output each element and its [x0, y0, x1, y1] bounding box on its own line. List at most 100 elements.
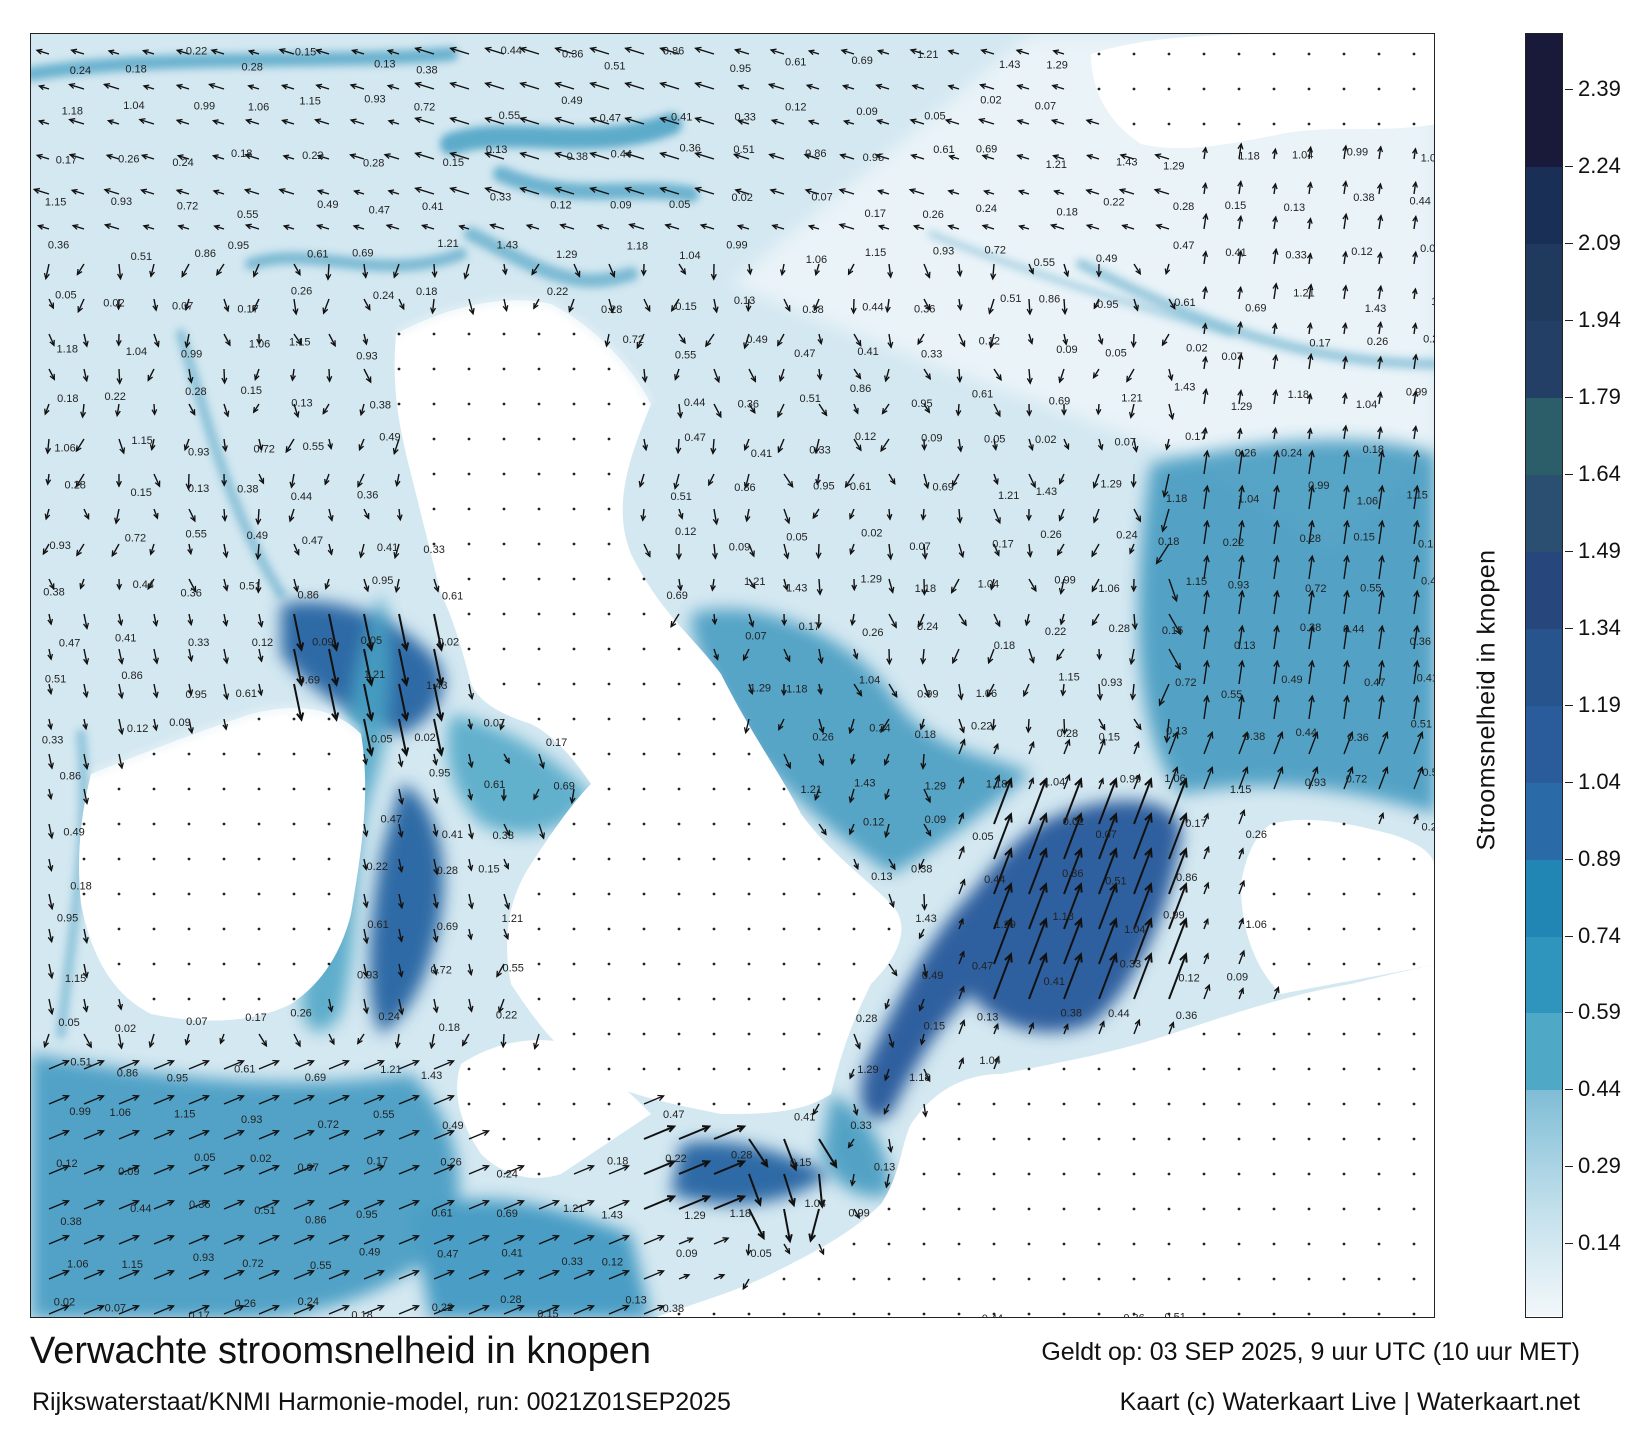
current-arrow — [386, 84, 400, 90]
current-arrow — [222, 613, 229, 627]
grid-dot — [222, 857, 226, 861]
grid-dot — [572, 822, 576, 826]
current-value-label: 0.99 — [917, 689, 938, 701]
current-arrow — [1411, 322, 1418, 335]
grid-dot — [607, 1137, 611, 1141]
current-arrow — [1091, 578, 1100, 593]
current-arrow — [910, 153, 925, 160]
grid-dot — [537, 1172, 541, 1176]
current-arrow — [917, 333, 925, 346]
current-value-label: 0.33 — [809, 445, 830, 457]
current-value-label: 0.49 — [561, 95, 582, 107]
grid-dot — [922, 1312, 926, 1316]
current-arrow — [769, 48, 785, 55]
current-arrow — [1412, 389, 1419, 405]
current-arrow — [952, 648, 960, 665]
current-value-label: 0.44 — [1108, 1008, 1129, 1020]
current-value-label: 0.05 — [371, 734, 392, 746]
current-arrow — [807, 224, 820, 231]
current-arrow — [1098, 718, 1106, 731]
grid-dot — [957, 1137, 961, 1141]
colorbar-tick — [1565, 243, 1573, 245]
current-arrow — [980, 48, 995, 55]
current-arrow — [449, 81, 470, 90]
current-arrow — [559, 223, 575, 230]
current-value-label: 0.26 — [118, 153, 139, 165]
land-areas — [79, 34, 1434, 1317]
grid-dot — [572, 647, 576, 651]
current-arrow — [1056, 648, 1065, 661]
current-arrow — [32, 187, 50, 195]
current-arrow — [223, 333, 231, 347]
grid-dot — [537, 857, 541, 861]
current-arrow — [533, 298, 540, 310]
current-value-label: 0.15 — [130, 487, 151, 499]
current-arrow — [285, 438, 295, 454]
current-arrow — [1092, 473, 1100, 489]
grid-dot — [1307, 122, 1311, 126]
current-arrow — [1026, 298, 1033, 316]
current-arrow — [743, 473, 750, 489]
grid-dot — [992, 1207, 996, 1211]
current-value-label: 0.44 — [1296, 727, 1317, 739]
current-value-label: 0.69 — [932, 482, 953, 494]
grid-dot — [852, 1242, 856, 1246]
grid-dot — [712, 1032, 716, 1036]
current-arrow — [48, 298, 54, 310]
current-arrow — [1413, 519, 1420, 545]
current-arrow — [151, 403, 158, 416]
current-arrow — [327, 438, 333, 451]
current-value-label: 0.33 — [490, 191, 511, 203]
grid-dot — [537, 472, 541, 476]
grid-dot — [537, 717, 541, 721]
current-value-label: 1.15 — [174, 1108, 195, 1120]
current-arrow — [1271, 147, 1278, 160]
grid-dot — [152, 927, 156, 931]
current-value-label: 1.15 — [1407, 489, 1428, 501]
current-value-label: 1.43 — [497, 239, 518, 251]
current-arrow — [704, 333, 715, 348]
current-arrow — [1058, 368, 1065, 384]
current-value-label: 0.17 — [188, 1310, 209, 1318]
current-value-label: 0.49 — [442, 1120, 463, 1132]
current-arrow — [1272, 282, 1279, 300]
current-arrow — [358, 438, 365, 452]
current-value-label: 0.36 — [180, 587, 201, 599]
current-arrow — [1201, 322, 1208, 335]
grid-dot — [1272, 1277, 1276, 1281]
current-value-label: 0.18 — [1363, 444, 1384, 456]
current-value-label: 0.05 — [361, 635, 382, 647]
grid-dot — [1167, 1067, 1171, 1071]
grid-dot — [747, 962, 751, 966]
current-arrow — [363, 368, 372, 384]
grid-dot — [1272, 927, 1276, 931]
current-value-label: 0.26 — [1246, 829, 1267, 841]
current-arrow — [853, 683, 863, 697]
current-arrow — [216, 263, 225, 276]
grid-dot — [1237, 1277, 1241, 1281]
current-arrow — [849, 543, 855, 556]
current-arrow — [221, 368, 228, 385]
grid-dot — [467, 402, 471, 406]
current-value-label: 1.21 — [998, 490, 1019, 502]
current-value-label: 0.44 — [684, 397, 705, 409]
grid-dot — [817, 857, 821, 861]
current-arrow — [45, 438, 52, 455]
current-arrow — [1158, 683, 1170, 707]
grid-dot — [572, 612, 576, 616]
current-value-label: 0.13 — [1284, 202, 1305, 214]
grid-dot — [1272, 52, 1276, 56]
current-arrow — [947, 189, 960, 195]
grid-dot — [572, 542, 576, 546]
current-value-label: 0.17 — [245, 1012, 266, 1024]
current-value-label: 0.93 — [1305, 777, 1326, 789]
grid-dot — [1377, 1032, 1381, 1036]
current-arrow — [1271, 182, 1278, 195]
current-value-label: 1.43 — [1036, 486, 1057, 498]
current-arrow — [1062, 333, 1069, 346]
current-arrow — [670, 613, 680, 628]
current-arrow — [814, 263, 820, 277]
current-arrow — [449, 116, 470, 125]
current-arrow — [1098, 738, 1106, 755]
current-value-label: 1.43 — [426, 680, 447, 692]
